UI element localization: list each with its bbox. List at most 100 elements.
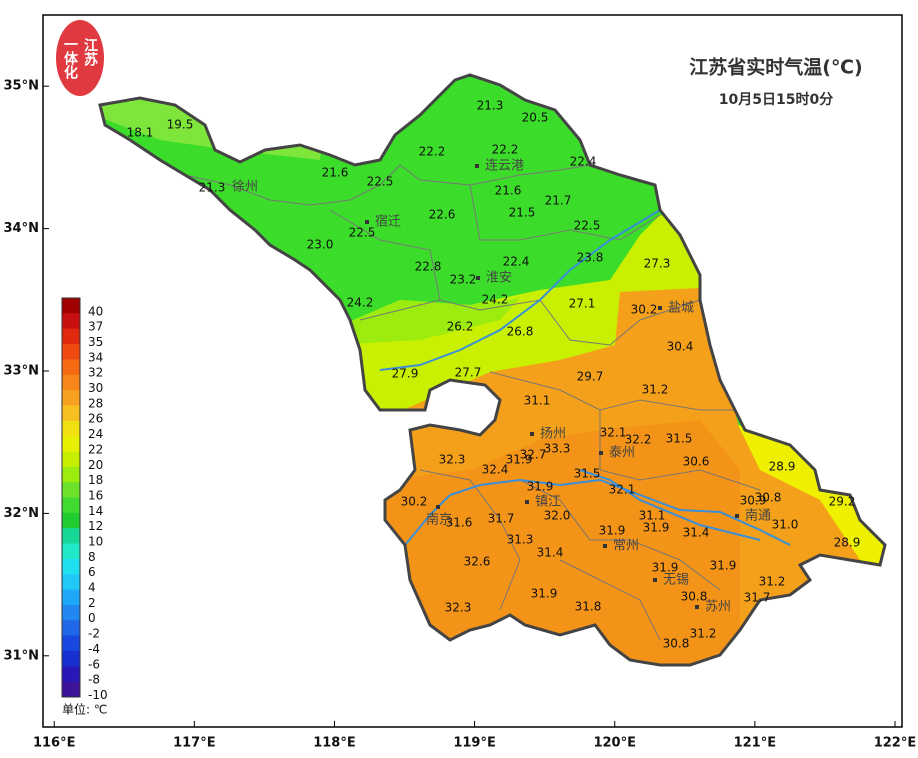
station-reading: 32.7: [520, 448, 547, 462]
station-reading: 32.3: [439, 453, 466, 467]
station-reading: 32.4: [482, 463, 509, 477]
station-reading: 21.3: [199, 181, 226, 195]
legend-swatch: [62, 543, 80, 560]
station-reading: 29.2: [829, 495, 856, 509]
station-reading: 22.8: [415, 260, 442, 274]
legend-swatch: [62, 420, 80, 437]
y-tick-label: 35°N: [4, 79, 39, 94]
legend-swatch: [62, 574, 80, 591]
station-reading: 22.6: [429, 208, 456, 222]
legend-unit: 单位: ℃: [62, 702, 107, 717]
legend-label: 28: [88, 396, 103, 410]
station-reading: 21.7: [545, 194, 572, 208]
station-reading: 30.2: [631, 303, 658, 317]
legend-swatch: [62, 405, 80, 422]
legend-swatch: [62, 512, 80, 529]
rivers: [379, 209, 791, 546]
x-tick-label: 121°E: [734, 736, 777, 751]
legend-swatch: [62, 681, 80, 698]
zone-lime: [330, 298, 520, 345]
station-reading: 31.0: [772, 518, 799, 532]
station-reading: 31.9: [527, 480, 554, 494]
city-label: 淮安: [486, 271, 512, 286]
legend-swatch: [62, 666, 80, 683]
legend-label: 14: [88, 504, 103, 518]
station-reading: 19.5: [167, 118, 194, 132]
legend-label: 32: [88, 366, 103, 380]
x-tick-label: 120°E: [593, 736, 636, 751]
city-dot: [695, 605, 699, 609]
x-tick-label: 119°E: [453, 736, 496, 751]
legend-swatch: [62, 620, 80, 637]
legend-label: -2: [88, 627, 100, 641]
legend-swatch: [62, 482, 80, 498]
station-reading: 32.6: [464, 555, 491, 569]
station-reading: 32.0: [544, 509, 571, 523]
map-subtitle: 10月5日15时0分: [719, 91, 833, 108]
legend-swatch: [62, 650, 80, 667]
city-label: 苏州: [705, 599, 731, 615]
legend-label: 37: [88, 320, 103, 334]
station-reading: 31.9: [531, 587, 558, 601]
legend-label: 20: [88, 458, 103, 472]
legend-label: 10: [88, 535, 103, 549]
map-layer: 116°E 117°E 118°E 119°E 120°E 121°E 122°E 31°N 3…: [4, 79, 917, 751]
station-reading: 31.1: [524, 394, 551, 408]
station-reading: 22.4: [503, 255, 530, 269]
legend-label: -6: [88, 657, 100, 671]
x-tick-label: 122°E: [874, 736, 917, 751]
city-label: 徐州: [232, 180, 258, 195]
station-reading: 27.1: [569, 297, 596, 311]
station-reading: 33.3: [544, 442, 571, 456]
legend-swatch: [62, 528, 80, 545]
station-reading: 30.8: [663, 637, 690, 651]
station-reading: 31.2: [690, 627, 717, 641]
station-reading: 26.2: [447, 320, 474, 334]
station-reading: 31.2: [642, 383, 669, 397]
station-reading: 31.4: [683, 526, 710, 540]
city-dot: [599, 451, 603, 455]
station-reading: 32.3: [445, 601, 472, 615]
logo: 江苏 一体化: [56, 20, 104, 96]
city-label: 泰州: [609, 446, 635, 461]
city-dot: [735, 514, 739, 518]
station-reading: 30.8: [755, 491, 782, 505]
station-reading: 22.5: [367, 175, 394, 189]
station-reading: 31.7: [488, 512, 515, 526]
station-reading: 21.6: [495, 184, 522, 198]
station-reading: 30.8: [681, 590, 708, 604]
station-reading: 23.0: [307, 238, 334, 252]
city-label: 宿迁: [375, 214, 401, 230]
station-reading: 30.6: [683, 455, 710, 469]
station-reading: 31.1: [639, 509, 666, 523]
legend-swatch: [62, 466, 80, 483]
city-label: 连云港: [485, 158, 524, 174]
map-title: 江苏省实时气温(℃): [689, 56, 862, 79]
legend-label: 0: [88, 611, 96, 625]
station-reading: 23.8: [577, 251, 604, 265]
station-reading: 27.9: [392, 367, 419, 381]
legend-label: -10: [88, 688, 108, 702]
station-reading: 31.9: [506, 453, 533, 467]
station-reading: 31.8: [575, 600, 602, 614]
city-dot: [476, 276, 480, 280]
legend-label: 12: [88, 519, 103, 533]
station-reading: 27.3: [644, 257, 671, 271]
station-reading: 31.6: [446, 516, 473, 530]
zone-yellow: [738, 425, 885, 580]
station-reading: 18.1: [127, 126, 154, 140]
legend-frame: [61, 297, 81, 698]
city-label: 扬州: [540, 427, 566, 442]
station-reading: 31.9: [710, 559, 737, 573]
y-tick-label: 33°N: [4, 364, 39, 379]
legend-swatch: [62, 359, 80, 376]
legend-label: 40: [88, 304, 103, 318]
station-reading: 29.7: [577, 370, 604, 384]
city-dot: [365, 220, 369, 224]
legend-label: 22: [88, 442, 103, 456]
station-reading: 30.2: [401, 495, 428, 509]
y-tick-label: 31°N: [4, 648, 39, 663]
station-reading: 21.3: [477, 99, 504, 113]
x-tick-label: 118°E: [313, 736, 356, 751]
legend-swatch: [62, 374, 80, 391]
